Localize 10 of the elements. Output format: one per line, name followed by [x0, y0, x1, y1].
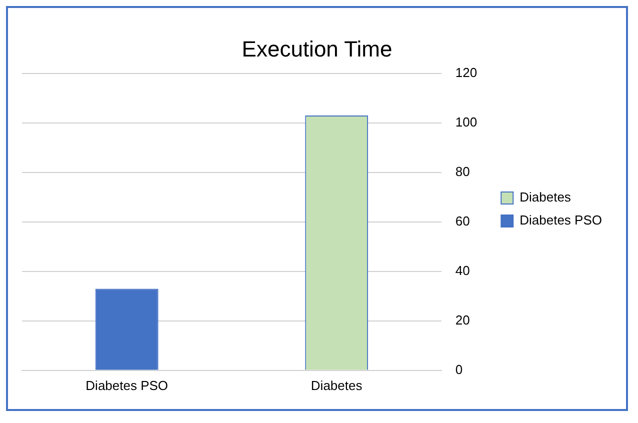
y-tick-label: 100: [455, 114, 478, 130]
y-tick-label: 0: [455, 362, 463, 377]
y-tick-label: 60: [455, 213, 470, 228]
y-tick-label: 40: [455, 262, 470, 278]
y-tick-label: 80: [455, 164, 470, 179]
legend-label: Diabetes PSO: [520, 212, 602, 228]
legend-label: Diabetes: [520, 190, 572, 205]
y-tick-label: 120: [455, 64, 478, 80]
chart-title: Execution Time: [242, 36, 392, 62]
y-tick-label: 20: [455, 312, 470, 328]
